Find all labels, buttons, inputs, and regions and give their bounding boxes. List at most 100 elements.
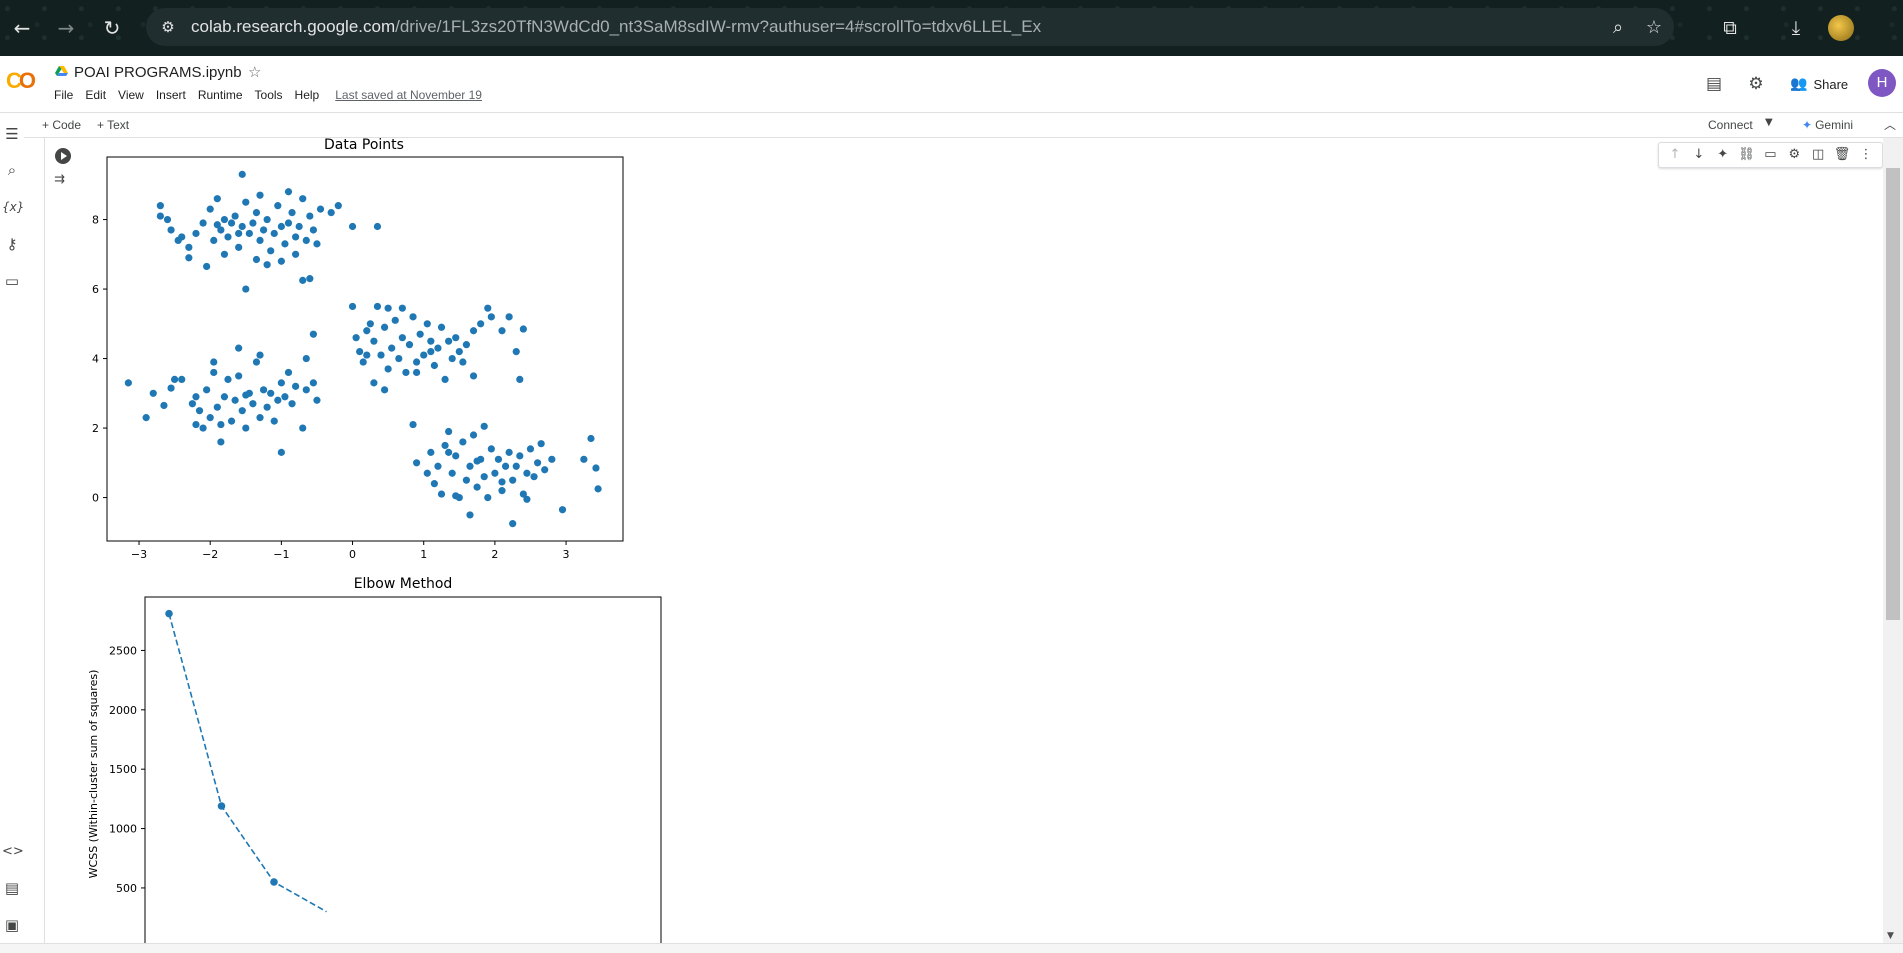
download-icon[interactable]: ⤓ bbox=[1791, 17, 1801, 39]
connect-button[interactable]: Connect bbox=[1708, 118, 1753, 132]
scatter-point bbox=[359, 358, 367, 366]
more-options-icon[interactable]: ⋮ bbox=[1859, 147, 1873, 162]
gemini-button[interactable]: ✦ Gemini bbox=[1802, 118, 1853, 132]
scatter-point bbox=[498, 478, 506, 486]
arrow-right-icon[interactable]: → bbox=[57, 16, 75, 40]
scatter-point bbox=[420, 351, 428, 359]
scatter-point bbox=[480, 473, 488, 481]
scatter-point bbox=[178, 375, 186, 384]
scatter-point bbox=[242, 285, 250, 293]
comment-icon[interactable]: ▭ bbox=[1764, 147, 1777, 162]
scatter-point bbox=[203, 262, 211, 271]
vertical-scrollbar[interactable]: ▼ bbox=[1883, 138, 1903, 943]
scatter-point bbox=[267, 389, 275, 397]
menu-bar: File Edit View Insert Runtime Tools Help… bbox=[54, 88, 482, 102]
browser-profile-avatar[interactable] bbox=[1828, 15, 1854, 41]
x-axis-ticks: −3 −2 −1 0 1 2 3 bbox=[131, 541, 570, 561]
menu-runtime[interactable]: Runtime bbox=[197, 88, 243, 102]
run-cell-button[interactable] bbox=[55, 148, 71, 164]
scatter-point bbox=[448, 469, 456, 477]
scatter-point bbox=[309, 379, 317, 387]
move-up-icon[interactable]: ↑ bbox=[1669, 147, 1681, 162]
last-saved-link[interactable]: Last saved at November 19 bbox=[335, 88, 482, 102]
scatter-point bbox=[256, 191, 264, 199]
scatter-point bbox=[231, 396, 239, 404]
search-icon[interactable]: ⌕ bbox=[7, 161, 17, 179]
scatter-point bbox=[256, 236, 264, 245]
comments-icon[interactable]: ▤ bbox=[1705, 74, 1723, 94]
add-text-button[interactable]: + Text bbox=[97, 118, 130, 132]
menu-help[interactable]: Help bbox=[294, 88, 320, 102]
scatter-point bbox=[142, 414, 150, 422]
arrow-left-icon[interactable]: ← bbox=[13, 16, 31, 40]
command-palette-icon[interactable]: ▤ bbox=[4, 879, 20, 897]
scatter-point bbox=[370, 337, 378, 345]
terminal-icon[interactable]: ▣ bbox=[4, 916, 20, 934]
url-text[interactable]: colab.research.google.com/drive/1FL3zs20… bbox=[191, 17, 1041, 37]
settings-icon[interactable]: ⚙ bbox=[1788, 147, 1801, 162]
scatter-point bbox=[245, 229, 253, 238]
bookmark-star-icon[interactable]: ☆ bbox=[1645, 17, 1663, 38]
add-code-button[interactable]: + Code bbox=[42, 118, 82, 132]
mirror-cell-icon[interactable]: ◫ bbox=[1812, 147, 1825, 162]
reload-icon[interactable]: ↻ bbox=[103, 16, 121, 40]
scatter-point bbox=[281, 240, 289, 248]
link-icon[interactable]: ⛓ bbox=[1738, 147, 1755, 162]
scatter-point bbox=[284, 219, 293, 227]
move-down-icon[interactable]: ↓ bbox=[1693, 147, 1705, 162]
user-avatar[interactable]: H bbox=[1868, 69, 1896, 97]
delete-icon[interactable]: 🗑 bbox=[1833, 147, 1851, 162]
scatter-point bbox=[516, 452, 524, 460]
folder-icon[interactable]: ▭ bbox=[4, 272, 20, 290]
scatter-point bbox=[445, 427, 453, 436]
chevron-up-icon[interactable]: ︿ bbox=[1884, 118, 1897, 132]
scatter-point bbox=[249, 400, 257, 408]
variables-icon[interactable]: {x} bbox=[2, 200, 25, 214]
scatter-point bbox=[380, 323, 389, 331]
scatter-point bbox=[370, 379, 378, 387]
scatter-point bbox=[501, 462, 510, 470]
colab-header: CO POAI PROGRAMS.ipynb ☆ File Edit View … bbox=[0, 56, 1903, 112]
star-icon[interactable]: ☆ bbox=[248, 63, 262, 81]
chevron-down-icon[interactable]: ▼ bbox=[1765, 117, 1773, 128]
scatter-point bbox=[185, 243, 193, 251]
menu-insert[interactable]: Insert bbox=[155, 88, 186, 102]
menu-file[interactable]: File bbox=[54, 88, 74, 102]
table-of-contents-icon[interactable]: ☰ bbox=[5, 125, 19, 143]
scroll-down-icon[interactable]: ▼ bbox=[1887, 931, 1894, 941]
secrets-key-icon[interactable]: ⚷ bbox=[6, 235, 18, 253]
output-toggle-icon[interactable]: ⇉ bbox=[54, 172, 65, 187]
colab-logo[interactable]: CO bbox=[6, 68, 36, 93]
scatter-point bbox=[235, 243, 243, 251]
scatter-point bbox=[441, 441, 449, 450]
scatter-point bbox=[363, 351, 371, 359]
scatter-point bbox=[224, 233, 232, 241]
gemini-cell-icon[interactable]: ✦ bbox=[1717, 147, 1729, 162]
share-button[interactable]: 👥 Share bbox=[1790, 72, 1848, 96]
scatter-point bbox=[388, 344, 396, 352]
scatter-point bbox=[398, 304, 406, 312]
scatter-point bbox=[316, 205, 325, 213]
series-marker bbox=[270, 878, 278, 886]
scatter-point bbox=[313, 396, 321, 404]
gear-icon[interactable]: ⚙ bbox=[1748, 74, 1764, 94]
scatter-point bbox=[480, 422, 488, 430]
scatter-point bbox=[302, 386, 310, 394]
scatter-point bbox=[210, 236, 218, 245]
elbow-line-chart: Elbow Method 500 1000 1500 2000 2500 WCSS (W… bbox=[87, 576, 662, 943]
scrollbar-thumb[interactable] bbox=[1886, 168, 1900, 620]
scatter-point bbox=[256, 351, 264, 359]
scatter-point bbox=[448, 354, 456, 363]
menu-view[interactable]: View bbox=[118, 88, 144, 102]
menu-edit[interactable]: Edit bbox=[85, 88, 107, 102]
scatter-point bbox=[416, 330, 424, 338]
notebook-title[interactable]: POAI PROGRAMS.ipynb bbox=[74, 64, 242, 81]
zoom-icon[interactable]: ⌕ bbox=[1612, 17, 1624, 38]
site-settings-icon[interactable]: ⚙ bbox=[161, 18, 175, 36]
menu-tools[interactable]: Tools bbox=[254, 88, 283, 102]
scatter-point bbox=[462, 476, 471, 484]
address-bar[interactable]: ⚙ colab.research.google.com/drive/1FL3zs… bbox=[146, 8, 1674, 46]
extensions-icon[interactable]: ⧉ bbox=[1723, 17, 1737, 39]
scatter-point bbox=[437, 490, 446, 498]
code-snippets-icon[interactable]: <> bbox=[2, 844, 24, 859]
